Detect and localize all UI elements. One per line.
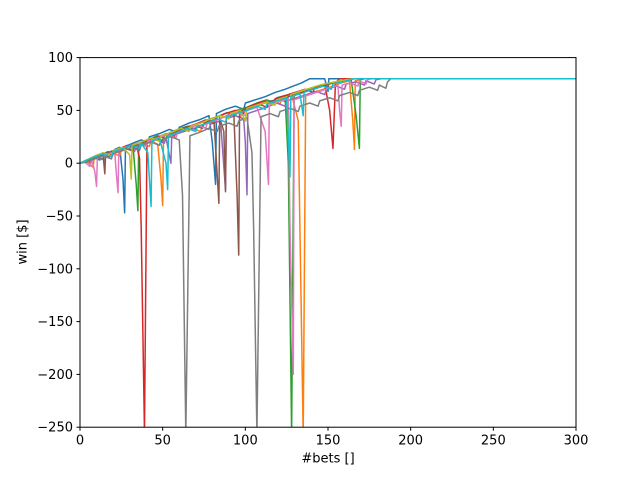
plot-border (79, 57, 577, 428)
series-line-olive (80, 77, 576, 180)
y-tick-label: −150 (37, 315, 73, 330)
y-axis-label: win [$] (15, 219, 31, 265)
y-tick-label: −250 (37, 421, 73, 436)
x-tick-label: 0 (76, 434, 84, 449)
y-tick-label: −100 (37, 262, 73, 277)
series-line-pink (80, 77, 576, 376)
plot-series (80, 77, 576, 428)
series-line-gray (80, 77, 576, 428)
x-axis-label: #bets [] (301, 451, 355, 467)
y-tick-label: −50 (46, 210, 73, 225)
series-line-red (80, 77, 576, 428)
y-tick-label: −200 (37, 368, 73, 383)
y-tick-label: 50 (56, 104, 73, 119)
y-tick-label: 0 (65, 157, 73, 172)
plot-axes: 0 50 100 150 200 250 300 −250 −200 −150 −100 −50 0 50… (37, 51, 588, 449)
series-line-orange (80, 77, 576, 428)
x-tick-label: 300 (564, 434, 589, 449)
series-line-green (80, 77, 576, 428)
x-tick-label: 100 (233, 434, 258, 449)
x-tick-label: 200 (398, 434, 423, 449)
x-tick-label: 250 (481, 434, 506, 449)
y-tick-label: 100 (48, 51, 73, 66)
x-tick-label: 50 (154, 434, 171, 449)
x-tick-label: 150 (316, 434, 341, 449)
series-line-cyan (80, 77, 576, 208)
